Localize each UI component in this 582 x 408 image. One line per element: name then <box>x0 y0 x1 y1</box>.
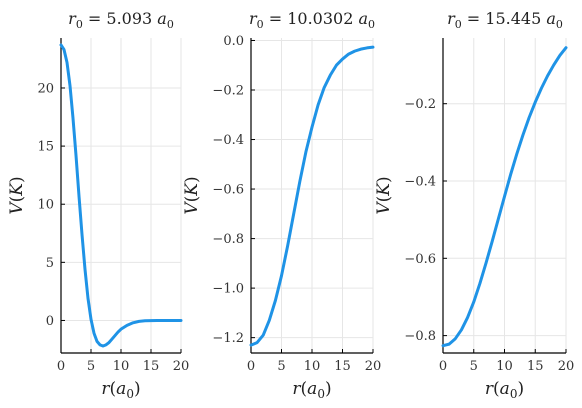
y-tick-label: 10 <box>37 198 54 213</box>
x-tick-label: 5 <box>87 359 95 374</box>
y-axis-label: V(K) <box>7 176 27 214</box>
panel-right: 0 5 10 15 20 −0.2 −0.4 −0.6 −0.8 r0 = 15.445 a0 r(… <box>374 9 574 401</box>
panel-left: 0 5 10 15 20 0 5 10 15 20 r0 = 5.093 a0 r(a0) V(K) <box>7 9 189 401</box>
y-tick-label: 0.0 <box>223 34 244 49</box>
potential-curve <box>249 45 375 347</box>
y-tick-label: −0.8 <box>212 232 244 247</box>
y-tick-label: 15 <box>37 140 54 155</box>
chart-title: r0 = 5.093 a0 <box>68 9 174 31</box>
x-tick-label: 20 <box>558 359 575 374</box>
chart-title: r0 = 10.0302 a0 <box>249 9 375 31</box>
y-tick-label: −0.4 <box>404 175 436 190</box>
x-tick-label: 15 <box>334 359 351 374</box>
x-tick-label: 10 <box>113 359 130 374</box>
y-tick-label: 0 <box>46 314 54 329</box>
x-tick-label: 0 <box>439 359 447 374</box>
x-tick-label: 0 <box>247 359 255 374</box>
potential-curve <box>59 43 183 348</box>
x-axis-label: r(a0) <box>485 379 524 401</box>
x-tick-label: 10 <box>496 359 513 374</box>
y-tick-label: −0.8 <box>404 329 436 344</box>
y-tick-label: −0.2 <box>212 84 244 99</box>
y-tick-label: −0.2 <box>404 97 436 112</box>
potential-curve <box>441 46 568 348</box>
x-tick-label: 10 <box>304 359 321 374</box>
x-tick-label: 0 <box>57 359 65 374</box>
y-tick-label: −0.6 <box>404 252 436 267</box>
x-tick-label: 5 <box>470 359 478 374</box>
chart-title: r0 = 15.445 a0 <box>447 9 563 31</box>
y-axis-label: V(K) <box>182 176 202 214</box>
panel-middle: 0 5 10 15 20 0.0 −0.2 −0.4 −0.6 −0.8 −1.0 −1.2 r0 = … <box>182 9 381 401</box>
y-tick-label: −0.4 <box>212 133 244 148</box>
x-tick-label: 20 <box>173 359 190 374</box>
x-tick-label: 15 <box>143 359 160 374</box>
y-tick-label: −1.2 <box>212 331 244 346</box>
y-axis-label: V(K) <box>374 176 394 214</box>
x-tick-label: 20 <box>365 359 382 374</box>
x-tick-label: 5 <box>277 359 285 374</box>
y-tick-label: −1.0 <box>212 282 244 297</box>
y-tick-label: 5 <box>46 256 54 271</box>
y-tick-label: 20 <box>37 81 54 96</box>
y-tick-label: −0.6 <box>212 183 244 198</box>
x-tick-label: 15 <box>527 359 544 374</box>
x-axis-label: r(a0) <box>101 379 140 401</box>
x-axis-label: r(a0) <box>292 379 331 401</box>
